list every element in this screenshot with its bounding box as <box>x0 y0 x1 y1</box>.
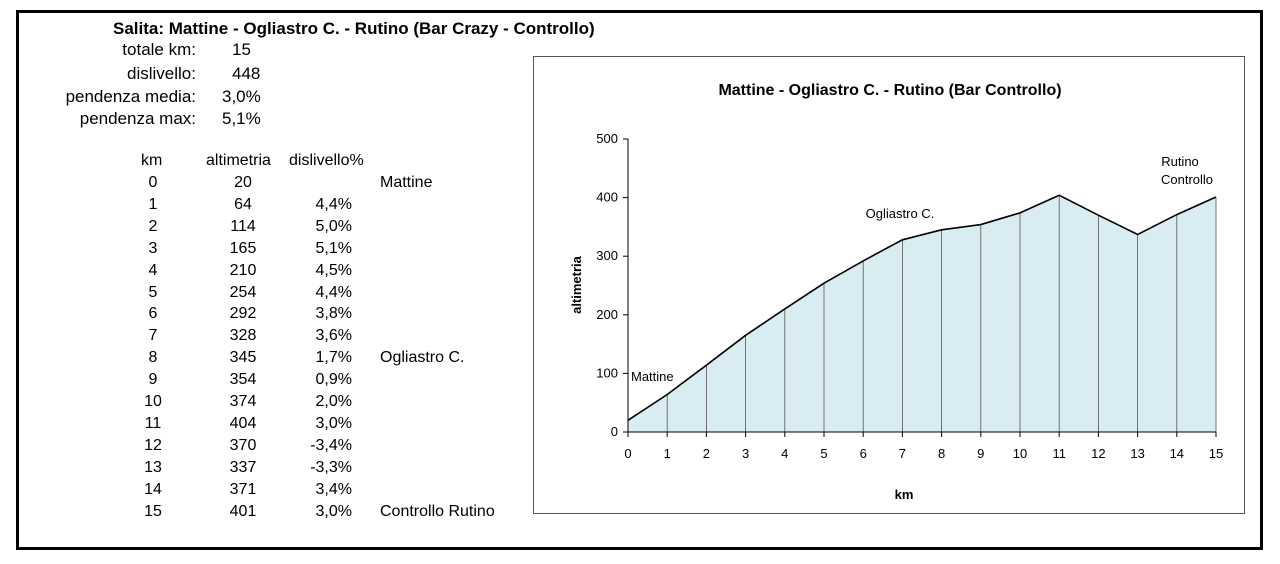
table-cell-km: 15 <box>144 502 162 520</box>
y-axis-label: altimetria <box>569 255 584 314</box>
table-cell-dislivello: 3,6% <box>315 327 352 345</box>
table-cell-altimetria: 292 <box>229 305 257 323</box>
x-tick-label: 10 <box>1013 446 1027 461</box>
x-tick-label: 5 <box>820 446 827 461</box>
table-cell-dislivello: 3,0% <box>315 502 352 520</box>
table-cell-dislivello: 3,8% <box>315 305 352 323</box>
stat-value: 5,1% <box>222 109 261 128</box>
x-tick-label: 15 <box>1209 446 1223 461</box>
table-cell-altimetria: 404 <box>229 414 257 432</box>
table-cell-dislivello: 3,4% <box>315 480 352 498</box>
stat-label: pendenza max: <box>79 109 196 128</box>
annotation-label: Mattine <box>631 369 674 384</box>
table-cell-km: 9 <box>148 371 158 389</box>
y-tick-label: 300 <box>596 248 618 263</box>
table-cell-km: 13 <box>144 458 162 476</box>
table-cell-dislivello: 4,5% <box>315 261 352 279</box>
climb-title: Salita: Mattine - Ogliastro C. - Rutino … <box>113 19 595 38</box>
stat-value: 3,0% <box>222 87 261 106</box>
table-cell-altimetria: 337 <box>229 458 257 476</box>
table-cell-km: 10 <box>144 393 162 410</box>
table-cell-location: Ogliastro C. <box>380 349 465 367</box>
y-tick-label: 500 <box>596 131 618 146</box>
table-header-dislivello: dislivello% <box>289 152 364 169</box>
x-tick-label: 14 <box>1170 446 1184 461</box>
x-tick-label: 11 <box>1052 446 1066 461</box>
table-cell-dislivello: 0,9% <box>315 371 352 389</box>
x-tick-label: 0 <box>624 446 631 461</box>
table-cell-altimetria: 210 <box>229 261 257 279</box>
profile-line <box>627 194 1217 421</box>
y-tick-label: 0 <box>611 424 618 439</box>
x-axis-label: km <box>895 487 914 502</box>
table-cell-altimetria: 254 <box>229 283 257 301</box>
x-tick-label: 13 <box>1130 446 1144 461</box>
x-tick-label: 2 <box>703 446 710 461</box>
table-cell-altimetria: 354 <box>229 371 257 389</box>
y-tick-label: 100 <box>596 365 618 380</box>
table-header-altimetria: altimetria <box>206 152 271 169</box>
elevation-chart: Mattine - Ogliastro C. - Rutino (Bar Con… <box>569 82 1223 502</box>
table-cell-altimetria: 345 <box>229 349 257 367</box>
table-cell-km: 2 <box>148 217 158 235</box>
table-cell-altimetria: 165 <box>229 239 257 257</box>
table-cell-km: 14 <box>144 480 162 498</box>
table-cell-altimetria: 20 <box>234 174 252 191</box>
table-cell-km: 5 <box>148 283 158 301</box>
chart-title: Mattine - Ogliastro C. - Rutino (Bar Con… <box>718 82 1061 99</box>
x-tick-label: 3 <box>742 446 749 461</box>
y-tick-label: 200 <box>596 307 618 322</box>
x-tick-label: 8 <box>938 446 945 461</box>
table-cell-altimetria: 114 <box>230 217 256 235</box>
table-cell-dislivello: 1,7% <box>315 349 352 367</box>
annotation-label: Ogliastro C. <box>866 206 935 221</box>
stat-label: pendenza media: <box>65 87 196 106</box>
x-tick-label: 9 <box>977 446 984 461</box>
x-tick-label: 1 <box>664 446 671 461</box>
table-cell-altimetria: 371 <box>229 480 257 498</box>
table-cell-altimetria: 401 <box>229 502 257 520</box>
table-cell-dislivello: -3,3% <box>310 458 352 476</box>
table-cell-km: 1 <box>148 195 158 213</box>
annotation-label: Rutino <box>1161 154 1199 169</box>
table-cell-altimetria: 64 <box>234 195 252 213</box>
table-cell-km: 7 <box>148 327 158 345</box>
stat-label: dislivello: <box>127 64 196 83</box>
table-cell-dislivello: 4,4% <box>315 195 352 213</box>
table-cell-km: 0 <box>148 174 158 191</box>
chart-container: Mattine - Ogliastro C. - Rutino (Bar Con… <box>533 56 1245 514</box>
table-cell-km: 11 <box>144 414 162 432</box>
table-cell-dislivello: 4,4% <box>315 283 352 301</box>
area-fill <box>628 195 1216 432</box>
x-tick-label: 6 <box>860 446 867 461</box>
annotation-label: Controllo <box>1161 172 1213 187</box>
table-cell-location: Controllo Rutino <box>380 502 495 520</box>
x-tick-label: 12 <box>1091 446 1105 461</box>
table-cell-km: 8 <box>148 349 158 367</box>
table-cell-km: 6 <box>148 305 158 323</box>
table-cell-altimetria: 374 <box>229 393 257 410</box>
table-cell-dislivello: 5,0% <box>315 217 352 235</box>
stat-label: totale km: <box>122 40 196 59</box>
table-cell-km: 12 <box>144 436 162 454</box>
table-cell-location: Mattine <box>380 174 433 191</box>
table-cell-km: 4 <box>148 261 158 279</box>
table-header-km: km <box>141 152 163 169</box>
x-tick-label: 7 <box>899 446 906 461</box>
stat-value: 448 <box>232 64 261 83</box>
table-cell-altimetria: 328 <box>229 327 257 345</box>
table-cell-dislivello: 2,0% <box>315 393 352 410</box>
table-cell-dislivello: 3,0% <box>315 414 352 432</box>
y-tick-label: 400 <box>596 190 618 205</box>
table-cell-dislivello: -3,4% <box>310 436 352 454</box>
table-cell-dislivello: 5,1% <box>315 239 352 257</box>
x-tick-label: 4 <box>781 446 788 461</box>
page-frame <box>16 10 1263 550</box>
stat-value: 15 <box>232 40 251 59</box>
table-cell-km: 3 <box>148 239 158 257</box>
table-cell-altimetria: 370 <box>229 436 257 454</box>
